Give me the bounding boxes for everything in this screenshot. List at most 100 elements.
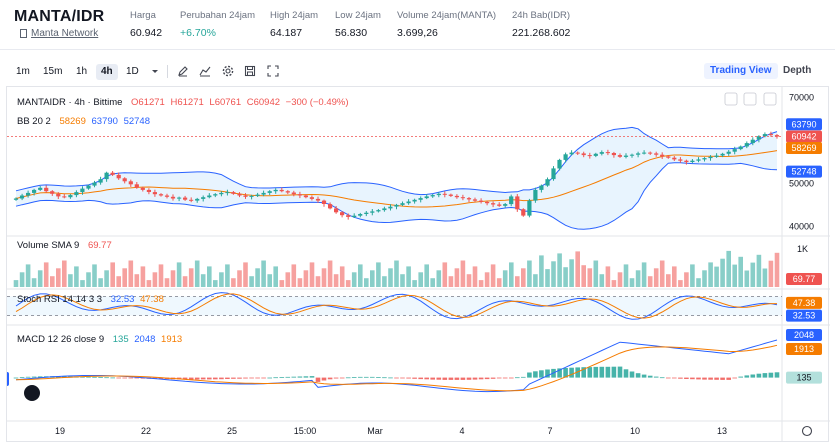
volume-bar xyxy=(74,266,79,287)
macd-hist-bar xyxy=(315,377,321,382)
timeframe-15m[interactable]: 15m xyxy=(43,66,63,77)
badge-stoch-d: 47.38 xyxy=(793,298,816,308)
save-icon[interactable] xyxy=(243,64,257,78)
macd-hist-bar xyxy=(430,377,435,380)
badge-macd-signal: 1913 xyxy=(794,344,814,354)
volume-bar xyxy=(37,270,43,287)
macd-hist-bar xyxy=(418,377,423,380)
close-panel-icon xyxy=(763,92,777,106)
timeframe-1h[interactable]: 1h xyxy=(76,66,88,77)
candle-body xyxy=(448,194,453,196)
volume-bar xyxy=(750,262,756,287)
timeframe-4h[interactable]: 4h xyxy=(96,64,118,80)
bb-lower-line xyxy=(15,162,778,230)
volume-bar xyxy=(756,254,762,287)
volume-bar xyxy=(339,266,345,287)
volume-bar xyxy=(454,268,460,287)
arrow-down-icon xyxy=(724,92,738,106)
macd-hist-bar xyxy=(92,376,97,378)
macd-hist-bar xyxy=(279,377,285,378)
macd-hist-bar xyxy=(194,377,200,380)
macd-hist-bar xyxy=(502,377,508,379)
network-link[interactable]: Manta Network xyxy=(31,28,99,39)
tradingview-tab[interactable]: Trading View xyxy=(704,63,778,79)
volume-bar xyxy=(581,265,586,287)
volume-bar xyxy=(128,260,134,287)
document-icon xyxy=(20,29,27,38)
volume-bar xyxy=(557,253,562,287)
volume-bar xyxy=(509,262,514,287)
macd-hist-bar xyxy=(587,367,593,378)
macd-hist-bar xyxy=(774,372,780,378)
volume-bar xyxy=(188,268,194,287)
macd-hist-bar xyxy=(297,376,303,378)
candle-body xyxy=(13,198,19,200)
candle-body xyxy=(376,210,381,212)
chevron-down-icon[interactable] xyxy=(148,64,162,78)
symbol-title: MANTAIDR · 4h · Bittime xyxy=(17,97,123,108)
candle-body xyxy=(74,192,79,196)
volume-bar xyxy=(200,274,206,287)
macd-hist-bar xyxy=(563,368,568,378)
candle-body xyxy=(122,178,127,182)
macd-hist-bar xyxy=(702,377,707,380)
volume-bar xyxy=(176,262,182,287)
fullscreen-icon[interactable] xyxy=(266,64,280,78)
volume-bar xyxy=(599,274,605,287)
macd-hist-bar xyxy=(509,377,514,379)
volume-bar xyxy=(152,272,158,287)
candle-body xyxy=(183,197,188,200)
candle-body xyxy=(26,192,31,196)
macd-hist-bar xyxy=(496,377,502,379)
macd-hist-bar xyxy=(696,377,701,380)
candlestick-chart[interactable]: 7000060000500004000063790609425826952748… xyxy=(7,87,830,442)
candle-body xyxy=(328,204,333,209)
candle-body xyxy=(170,196,176,199)
volume-bar xyxy=(285,272,291,287)
macd-label: MACD 12 26 close 9 xyxy=(17,334,105,345)
volume-bar xyxy=(43,262,49,287)
volume-bar xyxy=(182,276,188,287)
volume-bar xyxy=(714,266,719,287)
candle-body xyxy=(340,212,345,216)
candle-body xyxy=(219,192,224,195)
macd-hist-bar xyxy=(678,377,683,379)
candle-body xyxy=(285,191,290,193)
chart-panel[interactable]: 7000060000500004000063790609425826952748… xyxy=(6,86,830,442)
volume-bar xyxy=(146,280,152,287)
volume-bar xyxy=(68,274,73,287)
macd-hist-bar xyxy=(406,377,411,379)
candle-body xyxy=(654,153,659,155)
candle-body xyxy=(62,196,67,198)
depth-tab[interactable]: Depth xyxy=(783,65,812,76)
macd-hist-bar xyxy=(490,377,496,379)
candle-body xyxy=(237,193,242,196)
volume-bar xyxy=(635,270,641,287)
badge-stoch-d-bg xyxy=(786,296,822,309)
candle-body xyxy=(152,192,157,195)
timeframe-1D[interactable]: 1D xyxy=(126,66,139,77)
badge-bb-upper-bg xyxy=(786,118,822,131)
candle-body xyxy=(158,194,164,196)
indicator-chart-icon[interactable] xyxy=(198,64,212,78)
gear-icon[interactable] xyxy=(221,64,235,78)
candle-body xyxy=(466,198,472,200)
badge-bb-basis: 58269 xyxy=(791,143,816,153)
badge-macd-line: 2048 xyxy=(794,330,814,340)
macd-hist-bar xyxy=(351,377,357,378)
timeframe-1m[interactable]: 1m xyxy=(16,66,30,77)
bb-upper-value: 63790 xyxy=(91,116,118,127)
candle-body xyxy=(98,179,103,183)
candle-body xyxy=(364,212,369,214)
chart-toolbar: 1m 15m 1h 4h 1D Trading View Depth xyxy=(0,62,835,82)
pencil-icon[interactable] xyxy=(176,64,190,78)
candle-body xyxy=(557,159,562,169)
candle-body xyxy=(666,156,671,158)
volume-bar xyxy=(194,260,200,287)
network-link-row[interactable]: Manta Network xyxy=(20,28,98,39)
volume-bar xyxy=(261,260,266,287)
macd-hist-bar xyxy=(110,377,115,379)
macd-hist-bar xyxy=(575,367,580,378)
volume-bar xyxy=(255,268,260,287)
volume-bar xyxy=(659,260,665,287)
